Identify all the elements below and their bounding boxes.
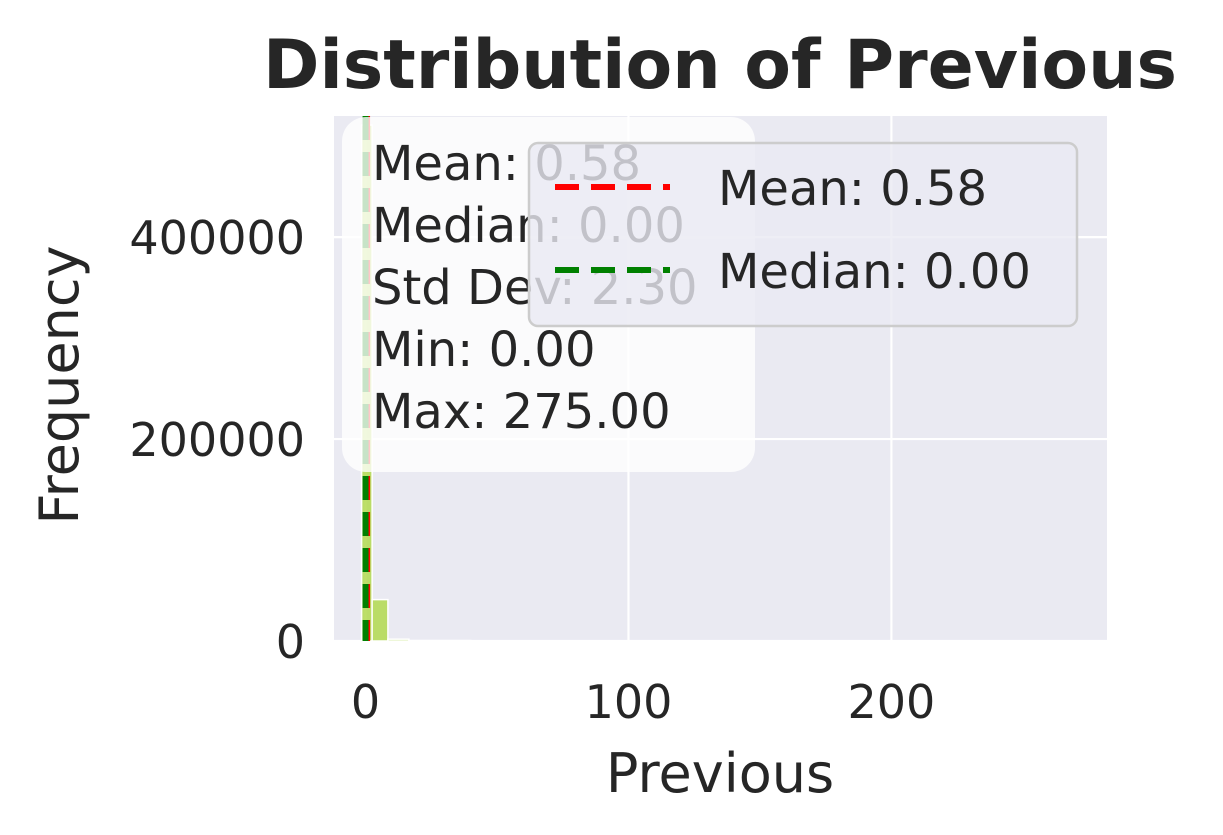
x-axis-label: Previous: [606, 742, 834, 805]
x-tick-label: 0: [351, 675, 380, 729]
histogram-bar: [408, 639, 472, 642]
x-tick-label: 200: [847, 675, 935, 729]
legend: Mean: 0.58 Median: 0.00: [527, 141, 1079, 328]
stats-line: Max: 275.00: [372, 384, 671, 440]
y-axis-label: Frequency: [28, 246, 91, 525]
histogram-bar: [371, 598, 389, 642]
x-tick-labels: 0 100 200: [351, 675, 935, 729]
histogram-bar: [387, 638, 410, 642]
y-tick-labels: 0 200000 400000: [129, 211, 305, 669]
y-tick-label: 400000: [129, 211, 305, 265]
chart-title: Distribution of Previous: [263, 26, 1177, 105]
stats-line: Min: 0.00: [372, 322, 595, 378]
y-tick-label: 200000: [129, 413, 305, 467]
y-tick-label: 0: [276, 615, 305, 669]
x-tick-label: 100: [585, 675, 673, 729]
legend-mean-label: Mean: 0.58: [718, 161, 987, 217]
legend-median-label: Median: 0.00: [718, 244, 1031, 300]
